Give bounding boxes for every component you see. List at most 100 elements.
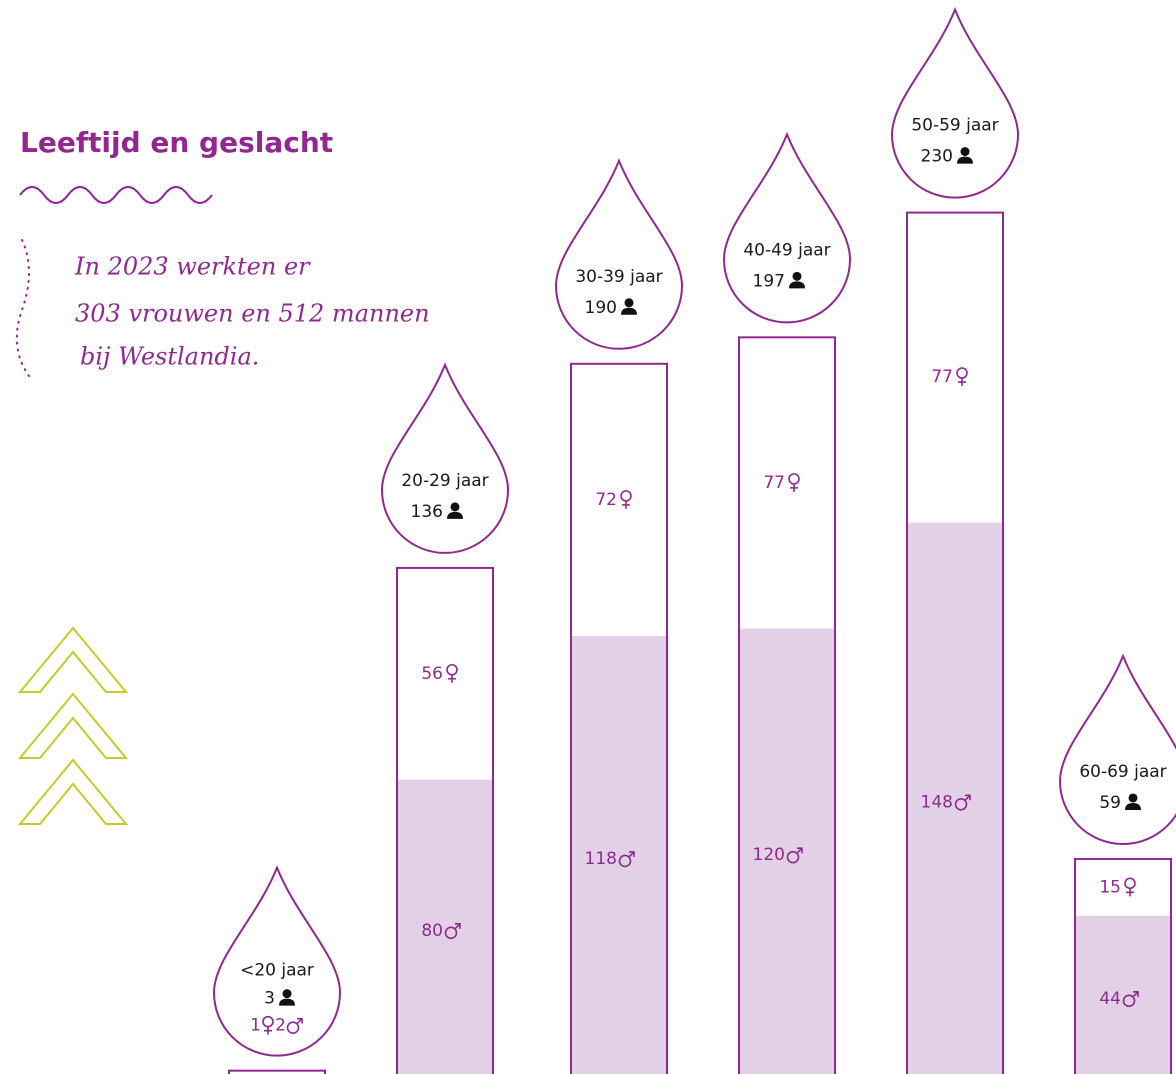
icon-part xyxy=(454,923,461,930)
icon-part xyxy=(296,1017,303,1025)
person-icon xyxy=(279,989,295,1006)
icon-part xyxy=(1132,991,1139,998)
total-label: 190 xyxy=(585,298,617,318)
icon-part xyxy=(622,500,630,509)
female-icon xyxy=(446,663,458,683)
wavy-line xyxy=(19,186,213,204)
annotation: In 2023 werkten er xyxy=(74,253,311,281)
icon-part xyxy=(262,1015,274,1028)
bar-segment xyxy=(229,1070,325,1074)
icon-part xyxy=(954,797,968,811)
female-icon xyxy=(788,473,800,492)
bar-outline xyxy=(1074,857,1172,1074)
category-label: 60-69 jaar xyxy=(1079,762,1166,782)
icon-part xyxy=(957,156,973,164)
icon-part xyxy=(621,307,637,315)
total-label: 230 xyxy=(921,147,953,167)
icon-part xyxy=(618,854,632,868)
icon-part xyxy=(286,1021,300,1034)
male-icon xyxy=(954,794,971,811)
value-label: 1 xyxy=(250,1016,261,1036)
female-icon xyxy=(956,367,968,387)
bar-outline xyxy=(396,566,494,1074)
bar-segment xyxy=(907,522,1003,1074)
male-icon xyxy=(286,1017,303,1034)
male-icon xyxy=(786,847,803,864)
icon-part xyxy=(448,674,456,683)
bar-segment xyxy=(739,337,835,629)
icon-part xyxy=(444,926,458,940)
value-label: 148 xyxy=(921,792,953,812)
drop xyxy=(554,158,684,350)
bar-outline xyxy=(228,1069,326,1074)
chart-title: Leeftijd en geslacht xyxy=(20,126,333,159)
icon-part xyxy=(1126,888,1134,897)
icon-part xyxy=(279,998,295,1006)
female-icon xyxy=(1124,877,1136,897)
value-label: 44 xyxy=(1099,989,1121,1009)
value-label: 120 xyxy=(753,845,785,865)
person-icon xyxy=(1125,793,1141,810)
annotation: 303 vrouwen en 512 mannen xyxy=(75,300,430,328)
bar-segment xyxy=(397,779,493,1074)
value-label: 118 xyxy=(585,849,617,869)
bar-segment xyxy=(907,231,1003,523)
bar-segment xyxy=(739,628,835,1074)
bar-segment xyxy=(571,635,667,1074)
icon-part xyxy=(790,483,798,492)
bar-segment xyxy=(1075,858,1171,916)
drop xyxy=(722,131,852,324)
total-label: 3 xyxy=(264,989,275,1009)
icon-part xyxy=(628,851,635,858)
value-label: 80 xyxy=(421,921,443,941)
bar-segment xyxy=(1075,915,1171,1074)
category-label: 50-59 jaar xyxy=(911,116,998,136)
bar-segment xyxy=(571,363,667,636)
male-icon xyxy=(1122,991,1139,1008)
bar-outline xyxy=(570,362,668,1074)
icon-part xyxy=(958,378,966,387)
icon-part xyxy=(1128,793,1138,803)
drop xyxy=(212,864,342,1057)
category-label: <20 jaar xyxy=(240,961,314,981)
person-icon xyxy=(957,147,973,164)
value-label: 77 xyxy=(763,473,785,493)
bar-segment xyxy=(397,567,493,780)
category-label: 30-39 jaar xyxy=(575,267,662,287)
male-icon xyxy=(444,923,461,940)
category-label: 20-29 jaar xyxy=(401,471,488,491)
annotation: bij Westlandia. xyxy=(80,343,259,371)
drop xyxy=(890,6,1020,199)
female-icon xyxy=(620,490,632,509)
category-label: 40-49 jaar xyxy=(743,240,830,260)
person-icon xyxy=(789,271,805,289)
icon-part xyxy=(789,281,805,289)
icon-part xyxy=(624,298,634,308)
drop xyxy=(380,362,510,554)
bar-outline xyxy=(738,336,836,1074)
total-label: 136 xyxy=(411,502,443,522)
bar-outline xyxy=(906,211,1004,1074)
value-label: 56 xyxy=(421,664,443,684)
person-icon xyxy=(621,298,637,315)
chevrons xyxy=(17,626,129,825)
icon-part xyxy=(796,847,803,854)
icon-part xyxy=(964,794,971,801)
male-icon xyxy=(618,851,635,868)
icon-part xyxy=(447,511,463,519)
value-label: 15 xyxy=(1099,877,1121,897)
icon-part xyxy=(960,147,970,157)
female-icon xyxy=(262,1015,274,1035)
value-label: 77 xyxy=(931,367,953,387)
icon-part xyxy=(450,502,460,512)
value-label: 2 xyxy=(275,1016,286,1036)
icon-part xyxy=(1122,994,1136,1008)
icon-part xyxy=(282,989,292,999)
total-label: 59 xyxy=(1099,793,1121,813)
person-icon xyxy=(447,502,463,519)
icon-part xyxy=(1125,802,1141,810)
value-label: 72 xyxy=(595,490,617,510)
icon-part xyxy=(792,271,802,281)
dotted-arc xyxy=(15,239,33,381)
